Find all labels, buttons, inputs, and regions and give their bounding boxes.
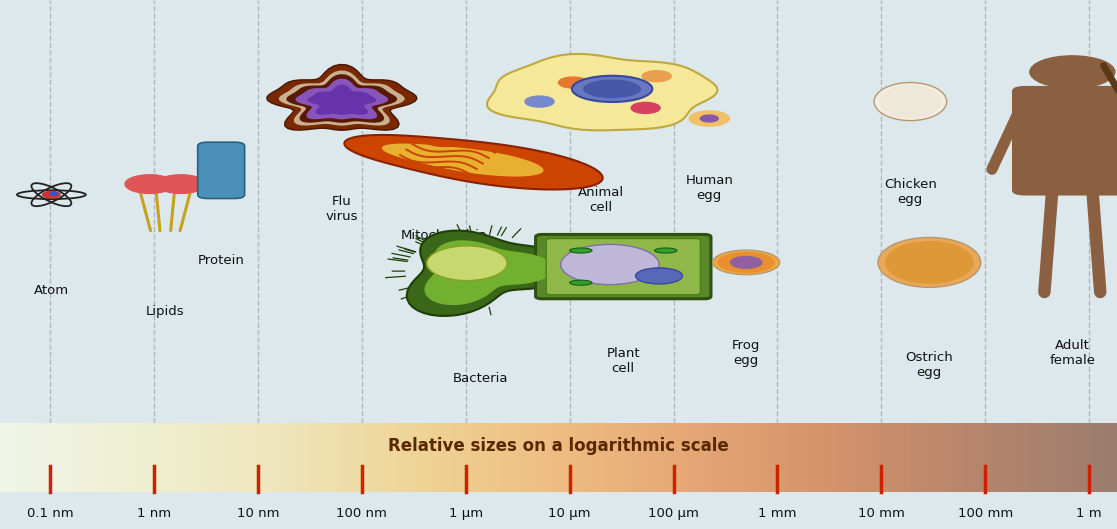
Polygon shape xyxy=(382,143,544,177)
Ellipse shape xyxy=(572,76,652,102)
Polygon shape xyxy=(279,70,404,126)
Circle shape xyxy=(525,96,554,107)
Text: Flu
virus: Flu virus xyxy=(325,195,359,223)
Text: Mitochondria: Mitochondria xyxy=(401,229,488,242)
Ellipse shape xyxy=(713,250,780,275)
Ellipse shape xyxy=(717,252,775,273)
Ellipse shape xyxy=(570,248,592,253)
Text: 10 μm: 10 μm xyxy=(548,507,591,519)
Text: 100 nm: 100 nm xyxy=(336,507,388,519)
Text: Ostrich
egg: Ostrich egg xyxy=(906,351,953,379)
FancyBboxPatch shape xyxy=(198,142,245,198)
Ellipse shape xyxy=(427,246,507,280)
Ellipse shape xyxy=(885,241,974,284)
Text: Human
egg: Human egg xyxy=(686,174,733,202)
Ellipse shape xyxy=(878,238,981,287)
Circle shape xyxy=(50,193,58,195)
Text: 100 μm: 100 μm xyxy=(648,507,699,519)
Text: 1 μm: 1 μm xyxy=(449,507,483,519)
Circle shape xyxy=(1030,56,1115,88)
Ellipse shape xyxy=(879,85,942,118)
Circle shape xyxy=(125,175,174,194)
Circle shape xyxy=(642,71,671,81)
Text: 1 m: 1 m xyxy=(1077,507,1101,519)
FancyBboxPatch shape xyxy=(536,234,712,299)
FancyBboxPatch shape xyxy=(546,239,700,295)
Text: Animal
cell: Animal cell xyxy=(577,186,624,214)
Polygon shape xyxy=(407,231,576,316)
Circle shape xyxy=(42,191,60,198)
FancyBboxPatch shape xyxy=(1012,86,1117,196)
Polygon shape xyxy=(424,240,554,305)
Ellipse shape xyxy=(873,83,946,121)
Circle shape xyxy=(558,77,588,88)
Text: Plant
cell: Plant cell xyxy=(607,347,640,375)
Ellipse shape xyxy=(570,280,592,285)
Text: 1 mm: 1 mm xyxy=(758,507,796,519)
Polygon shape xyxy=(344,135,603,189)
Circle shape xyxy=(631,103,660,113)
Text: Adult
female: Adult female xyxy=(1049,339,1096,367)
Circle shape xyxy=(689,111,729,126)
Ellipse shape xyxy=(636,268,682,284)
Text: Frog
egg: Frog egg xyxy=(732,339,761,367)
Text: 100 mm: 100 mm xyxy=(957,507,1013,519)
Polygon shape xyxy=(487,54,717,130)
Polygon shape xyxy=(307,85,376,115)
Text: Bacteria: Bacteria xyxy=(452,372,508,386)
Text: 1 nm: 1 nm xyxy=(137,507,171,519)
Text: 10 mm: 10 mm xyxy=(858,507,905,519)
Text: 0.1 nm: 0.1 nm xyxy=(27,507,74,519)
Text: Protein: Protein xyxy=(198,254,245,267)
Ellipse shape xyxy=(561,244,659,285)
Ellipse shape xyxy=(583,79,641,98)
Circle shape xyxy=(156,175,206,194)
Circle shape xyxy=(731,257,762,268)
Text: Lipids: Lipids xyxy=(146,305,184,318)
Polygon shape xyxy=(286,74,398,123)
Text: Relative sizes on a logarithmic scale: Relative sizes on a logarithmic scale xyxy=(388,437,729,455)
Circle shape xyxy=(700,115,718,122)
Text: Chicken
egg: Chicken egg xyxy=(884,178,937,206)
Polygon shape xyxy=(267,65,417,130)
Text: 10 nm: 10 nm xyxy=(237,507,279,519)
Ellipse shape xyxy=(655,248,677,253)
Text: Atom: Atom xyxy=(34,284,69,297)
Polygon shape xyxy=(295,79,389,120)
